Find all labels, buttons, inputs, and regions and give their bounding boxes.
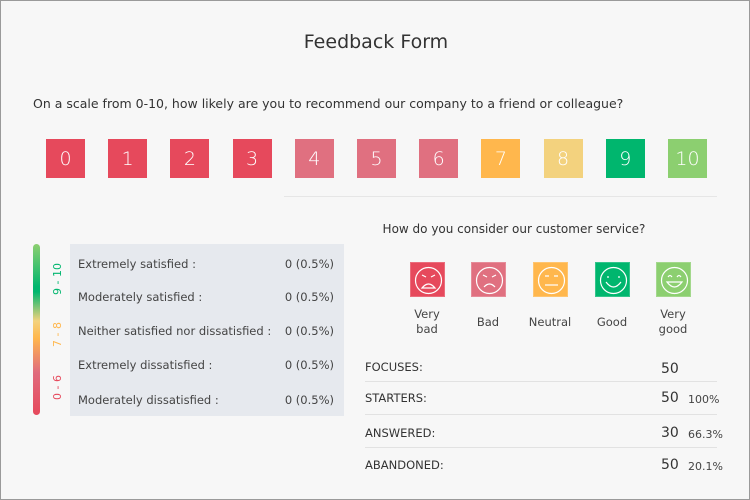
satisfaction-row: Moderately dissatisfied : 0 (0.5%) <box>78 393 334 407</box>
stat-percent: 20.1% <box>688 460 723 473</box>
satisfaction-label: Extremely satisfied : <box>78 257 196 271</box>
satisfaction-row: Moderately satisfied : 0 (0.5%) <box>78 290 334 304</box>
score-gradient-bar <box>33 244 40 415</box>
satisfaction-label: Moderately dissatisfied : <box>78 393 219 407</box>
stat-value: 50 <box>661 361 679 377</box>
satisfaction-label: Extremely dissatisfied : <box>78 358 213 372</box>
rating-neutral-button[interactable] <box>533 262 568 297</box>
score-button-0[interactable]: 0 <box>46 139 85 178</box>
rating-label: Neutral <box>528 315 572 329</box>
nps-question: On a scale from 0-10, how likely are you… <box>33 96 624 111</box>
bad-face-icon <box>475 266 504 295</box>
satisfaction-value: 0 (0.5%) <box>284 393 334 407</box>
score-button-10[interactable]: 10 <box>668 139 707 178</box>
satisfaction-value: 0 (0.5%) <box>284 324 334 338</box>
satisfaction-row: Extremely satisfied : 0 (0.5%) <box>78 257 334 271</box>
page-title: Feedback Form <box>303 31 449 53</box>
stat-value: 30 <box>661 425 679 441</box>
rating-label: Very good <box>658 307 688 336</box>
score-button-4[interactable]: 4 <box>294 139 334 178</box>
rating-good-button[interactable] <box>595 262 630 297</box>
stat-value: 50 <box>661 457 679 473</box>
score-button-9[interactable]: 9 <box>605 139 645 178</box>
rating-label: Bad <box>476 315 500 329</box>
satisfaction-row: Neither satisfied nor dissatisfied : 0 (0… <box>78 324 334 338</box>
very-good-face-icon <box>660 266 689 295</box>
rating-label: Very bad <box>414 307 440 336</box>
divider <box>365 447 717 448</box>
stat-percent: 100% <box>688 393 720 406</box>
score-button-7[interactable]: 7 <box>481 139 521 178</box>
divider <box>284 196 717 197</box>
score-button-5[interactable]: 5 <box>357 139 396 178</box>
very-bad-face-icon <box>414 266 443 295</box>
score-button-2[interactable]: 2 <box>170 139 210 178</box>
rating-label: Good <box>596 315 628 329</box>
rating-very-bad-button[interactable] <box>410 262 445 297</box>
range-label-7-8: 7 - 8 <box>51 322 64 347</box>
rating-bad-button[interactable] <box>471 262 506 297</box>
divider <box>365 414 717 415</box>
stat-label: ABANDONED: <box>365 458 444 472</box>
range-label-0-6: 0 - 6 <box>51 375 64 400</box>
neutral-face-icon <box>537 266 566 295</box>
stat-label: STARTERS: <box>365 391 427 405</box>
score-button-8[interactable]: 8 <box>543 139 583 178</box>
satisfaction-value: 0 (0.5%) <box>284 257 334 271</box>
satisfaction-label: Neither satisfied nor dissatisfied : <box>78 324 272 338</box>
score-button-1[interactable]: 1 <box>108 139 148 178</box>
satisfaction-label: Moderately satisfied : <box>78 290 203 304</box>
divider <box>365 381 717 382</box>
satisfaction-value: 0 (0.5%) <box>284 290 334 304</box>
stat-value: 50 <box>661 390 679 406</box>
range-label-9-10: 9 - 10 <box>51 263 64 295</box>
satisfaction-value: 0 (0.5%) <box>284 358 334 372</box>
stat-percent: 66.3% <box>688 428 723 441</box>
stat-label: ANSWERED: <box>365 426 436 440</box>
good-face-icon <box>599 266 628 295</box>
score-button-6[interactable]: 6 <box>419 139 459 178</box>
service-question: How do you consider our customer service… <box>382 222 646 236</box>
satisfaction-row: Extremely dissatisfied : 0 (0.5%) <box>78 358 334 372</box>
satisfaction-table: Extremely satisfied :0 (0.5%) Moderately … <box>70 244 344 416</box>
score-button-3[interactable]: 3 <box>232 139 272 178</box>
stat-label: FOCUSES: <box>365 360 423 374</box>
rating-very-good-button[interactable] <box>656 262 691 297</box>
